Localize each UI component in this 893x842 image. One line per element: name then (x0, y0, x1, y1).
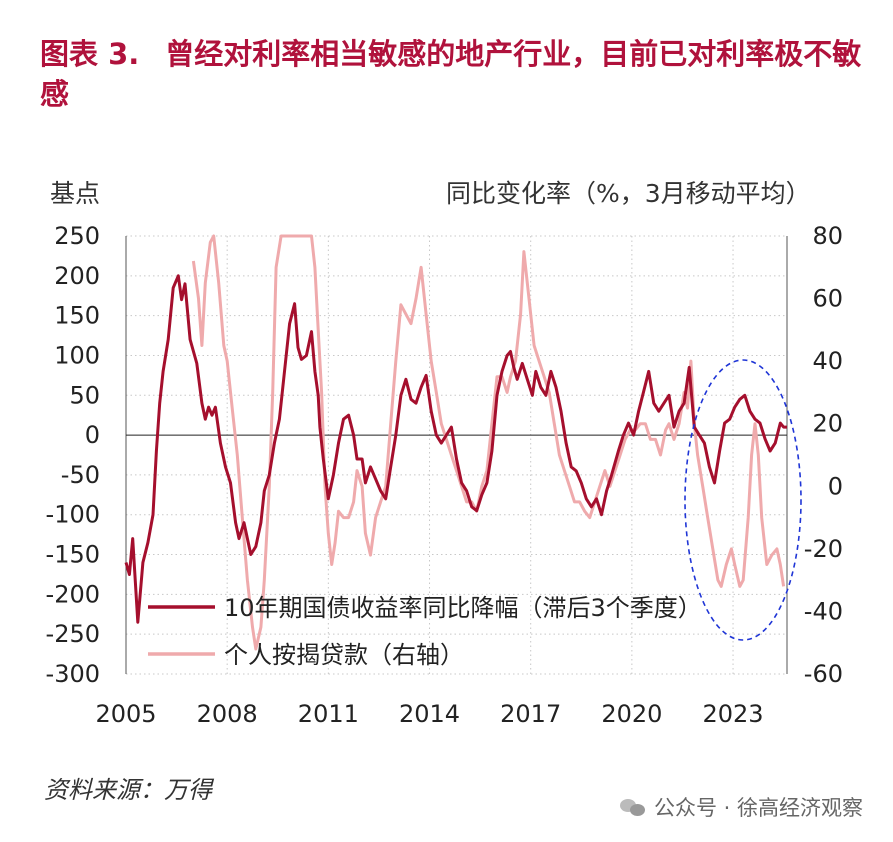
x-tick-label: 2005 (95, 700, 156, 728)
left-tick-label: -200 (46, 580, 100, 608)
watermark-text: 公众号 · 徐高经济观察 (653, 796, 863, 820)
wechat-icon (619, 797, 646, 817)
left-tick-label: 150 (54, 302, 100, 330)
series-line-bond-yield (124, 274, 787, 624)
left-tick-label: -150 (46, 541, 100, 569)
right-tick-label: 80 (812, 222, 843, 250)
title-text: 曾经对利率相当敏感的地产行业，目前已对利率极不敏感 (40, 37, 862, 111)
left-tick-label: 100 (54, 341, 100, 369)
left-tick-label: 0 (85, 421, 100, 449)
x-tick-label: 2008 (197, 700, 258, 728)
axes: 250200150100500-50-100-150-200-250-30080… (46, 222, 843, 728)
legend-label: 个人按揭贷款（右轴） (224, 641, 464, 669)
x-tick-label: 2011 (298, 700, 359, 728)
legend: 10年期国债收益率同比降幅（滞后3个季度） 个人按揭贷款（右轴） (148, 594, 702, 669)
chart-title: 图表 3. 曾经对利率相当敏感的地产行业，目前已对利率极不敏感 (40, 34, 880, 114)
right-tick-label: -60 (804, 660, 843, 688)
right-tick-label: 60 (812, 285, 843, 313)
grid (126, 235, 787, 675)
legend-label: 10年期国债收益率同比降幅（滞后3个季度） (224, 594, 702, 622)
x-tick-label: 2023 (703, 700, 764, 728)
left-tick-label: -250 (46, 620, 100, 648)
left-tick-label: -300 (46, 660, 100, 688)
right-tick-label: 0 (828, 472, 843, 500)
left-tick-label: 200 (54, 262, 100, 290)
left-tick-label: 250 (54, 222, 100, 250)
right-tick-label: 20 (812, 410, 843, 438)
left-tick-label: -100 (46, 501, 100, 529)
series-layer (124, 234, 787, 651)
highlight-circle (684, 359, 802, 641)
series-line-mortgage-loan (191, 234, 786, 651)
x-tick-label: 2014 (399, 700, 460, 728)
watermark: 公众号 · 徐高经济观察 (619, 792, 863, 822)
x-tick-label: 2017 (500, 700, 561, 728)
x-tick-label: 2020 (601, 700, 662, 728)
right-tick-label: -40 (804, 597, 843, 625)
right-tick-label: -20 (804, 535, 843, 563)
left-tick-label: 50 (69, 381, 100, 409)
figure-label: 图表 3. (40, 37, 140, 71)
right-tick-label: 40 (812, 347, 843, 375)
right-axis-unit: 同比变化率（%，3月移动平均） (446, 179, 811, 208)
left-tick-label: -50 (61, 461, 100, 489)
left-axis-unit: 基点 (50, 179, 101, 208)
source-note: 资料来源：万得 (44, 776, 212, 804)
